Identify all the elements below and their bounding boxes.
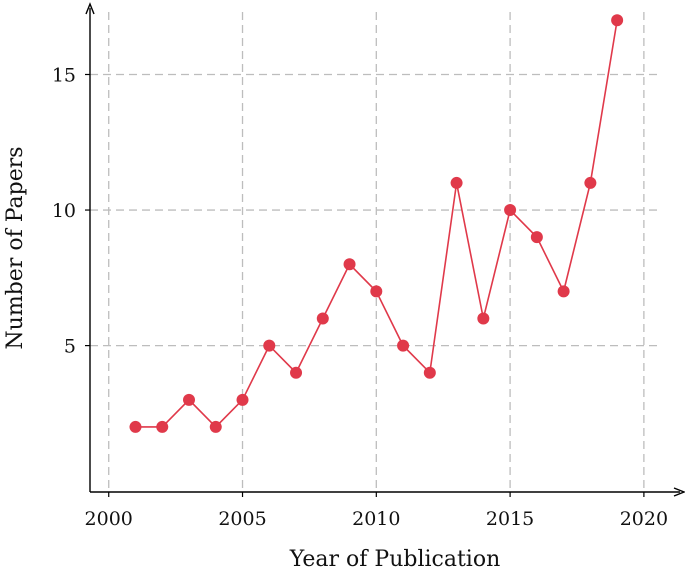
data-point [129,420,142,433]
data-point [557,285,570,298]
data-point [236,393,249,406]
x-tick-label: 2010 [352,508,400,530]
data-point [423,366,436,379]
x-tick-label: 2020 [620,508,668,530]
y-axis-arrow [85,2,95,15]
data-point [584,176,597,189]
data-point [156,420,169,433]
x-tick-label: 2005 [218,508,266,530]
x-axis-arrow [673,487,685,497]
x-tick-label: 2000 [85,508,133,530]
data-point [530,231,543,244]
data-point [504,204,517,217]
grid-lines [90,12,662,492]
data-point [263,339,276,352]
data-point [290,366,303,379]
series-group [129,14,624,433]
x-axis-title: Year of Publication [289,547,501,572]
y-tick-label: 10 [52,200,76,222]
data-point [343,258,356,271]
data-point [397,339,410,352]
x-tick-label: 2015 [486,508,534,530]
data-point [450,176,463,189]
data-point [209,420,222,433]
data-point [611,14,624,27]
data-point [370,285,383,298]
axes [85,2,685,497]
data-point [183,393,196,406]
y-tick-label: 5 [64,336,76,358]
y-axis-title: Number of Papers [3,146,28,349]
data-point [477,312,490,325]
data-point [316,312,329,325]
tick-labels: 2000 2005 2010 2015 2020 5 10 15 [52,64,668,530]
y-tick-label: 15 [52,64,76,86]
